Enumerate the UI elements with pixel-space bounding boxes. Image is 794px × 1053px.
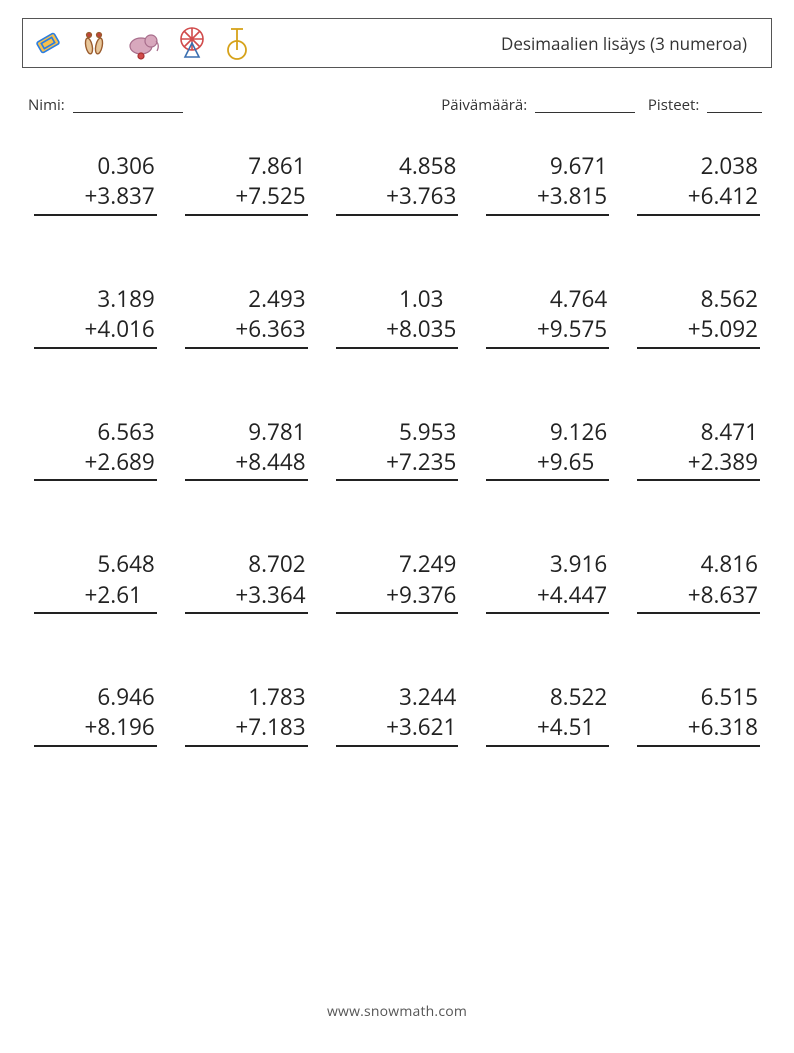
name-field: Nimi: (28, 94, 441, 115)
operand-top: 4.858 (336, 151, 459, 181)
problem-cell: 8.702+3.364 (185, 549, 308, 614)
problem-cell: 8.471+2.389 (637, 417, 760, 482)
operand-top: 6.563 (34, 417, 157, 447)
operand-bottom: +5.092 (637, 314, 760, 348)
operand-top: 2.493 (185, 284, 308, 314)
worksheet-title: Desimaalien lisäys (3 numeroa) (501, 32, 753, 55)
operand-bottom: +6.363 (185, 314, 308, 348)
problem-cell: 7.249+9.376 (336, 549, 459, 614)
problem-cell: 6.563+2.689 (34, 417, 157, 482)
operand-bottom: +3.364 (185, 580, 308, 614)
ferris-wheel-icon (175, 25, 209, 61)
operand-bottom: +2.689 (34, 447, 157, 481)
problem-cell: 1.783+7.183 (185, 682, 308, 747)
problem-cell: 6.946+8.196 (34, 682, 157, 747)
meta-row: Nimi: Päivämäärä: Pisteet: (22, 94, 772, 115)
operand-bottom: +8.448 (185, 447, 308, 481)
operand-bottom: +4.016 (34, 314, 157, 348)
operand-top: 4.816 (637, 549, 760, 579)
operand-bottom: +8.196 (34, 712, 157, 746)
problem-cell: 4.816+8.637 (637, 549, 760, 614)
problem-cell: 3.244+3.621 (336, 682, 459, 747)
problem-cell: 7.861+7.525 (185, 151, 308, 216)
name-blank[interactable] (73, 97, 183, 113)
operand-top: 5.648 (34, 549, 157, 579)
score-label: Pisteet: (648, 95, 699, 115)
header-box: Desimaalien lisäys (3 numeroa) (22, 18, 772, 68)
operand-bottom: +9.575 (486, 314, 609, 348)
operand-bottom: +3.621 (336, 712, 459, 746)
operand-top: 8.471 (637, 417, 760, 447)
operand-bottom: +7.525 (185, 181, 308, 215)
operand-top: 2.038 (637, 151, 760, 181)
operand-bottom: +8.035 (336, 314, 459, 348)
date-field: Päivämäärä: (441, 94, 648, 115)
problem-cell: 0.306+3.837 (34, 151, 157, 216)
operand-top: 7.249 (336, 549, 459, 579)
operand-top: 6.946 (34, 682, 157, 712)
operand-bottom: +4.447 (486, 580, 609, 614)
operand-top: 6.515 (637, 682, 760, 712)
ticket-icon (31, 26, 65, 60)
problem-cell: 2.038+6.412 (637, 151, 760, 216)
operand-top: 9.126 (486, 417, 609, 447)
problem-cell: 4.764+9.575 (486, 284, 609, 349)
problem-cell: 5.953+7.235 (336, 417, 459, 482)
score-blank[interactable] (707, 97, 762, 113)
operand-bottom: +8.637 (637, 580, 760, 614)
operand-top: 9.781 (185, 417, 308, 447)
unicycle-icon (223, 25, 251, 61)
operand-top: 5.953 (336, 417, 459, 447)
operand-bottom: +7.235 (336, 447, 459, 481)
operand-bottom: +4.51 (486, 712, 609, 746)
elephant-icon (123, 26, 161, 60)
problem-cell: 9.671+3.815 (486, 151, 609, 216)
problem-cell: 9.781+8.448 (185, 417, 308, 482)
operand-bottom: +3.763 (336, 181, 459, 215)
operand-bottom: +2.389 (637, 447, 760, 481)
problem-cell: 8.522+4.51 (486, 682, 609, 747)
operand-bottom: +6.412 (637, 181, 760, 215)
operand-top: 3.244 (336, 682, 459, 712)
operand-top: 9.671 (486, 151, 609, 181)
problem-cell: 8.562+5.092 (637, 284, 760, 349)
operand-bottom: +3.815 (486, 181, 609, 215)
name-label: Nimi: (28, 95, 65, 115)
footer-url: www.snowmath.com (0, 1002, 794, 1021)
operand-top: 7.861 (185, 151, 308, 181)
operand-top: 3.189 (34, 284, 157, 314)
operand-top: 8.562 (637, 284, 760, 314)
operand-top: 0.306 (34, 151, 157, 181)
operand-bottom: +9.65 (486, 447, 609, 481)
problem-cell: 5.648+2.61 (34, 549, 157, 614)
problem-cell: 2.493+6.363 (185, 284, 308, 349)
problem-cell: 3.916+4.447 (486, 549, 609, 614)
problem-cell: 6.515+6.318 (637, 682, 760, 747)
problem-cell: 4.858+3.763 (336, 151, 459, 216)
operand-top: 1.783 (185, 682, 308, 712)
operand-top: 1.03 (336, 284, 459, 314)
operand-bottom: +3.837 (34, 181, 157, 215)
operand-top: 8.702 (185, 549, 308, 579)
operand-bottom: +2.61 (34, 580, 157, 614)
problem-cell: 1.03 +8.035 (336, 284, 459, 349)
operand-top: 4.764 (486, 284, 609, 314)
problem-cell: 3.189+4.016 (34, 284, 157, 349)
header-icons (31, 25, 251, 61)
operand-top: 8.522 (486, 682, 609, 712)
operand-top: 3.916 (486, 549, 609, 579)
operand-bottom: +6.318 (637, 712, 760, 746)
score-field: Pisteet: (648, 94, 766, 115)
date-blank[interactable] (535, 97, 635, 113)
problems-grid: 0.306+3.8377.861+7.5254.858+3.7639.671+3… (22, 151, 772, 747)
worksheet-page: Desimaalien lisäys (3 numeroa) Nimi: Päi… (0, 0, 794, 1053)
operand-bottom: +9.376 (336, 580, 459, 614)
operand-bottom: +7.183 (185, 712, 308, 746)
date-label: Päivämäärä: (441, 95, 527, 115)
problem-cell: 9.126+9.65 (486, 417, 609, 482)
juggling-pins-icon (79, 26, 109, 60)
